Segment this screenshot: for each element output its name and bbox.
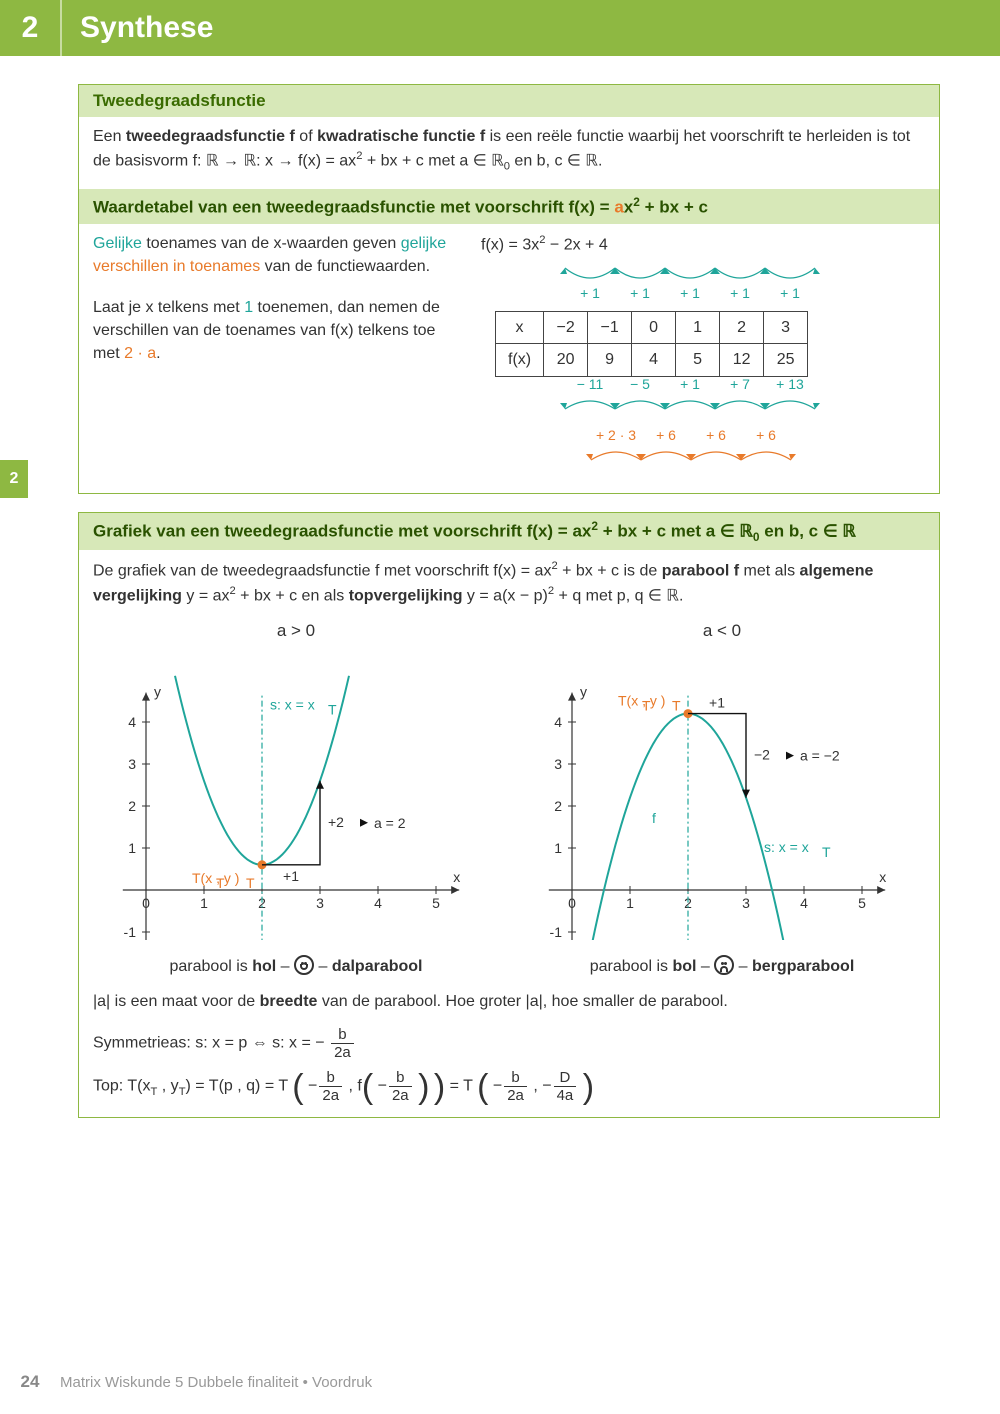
definition-box: Tweedegraadsfunctie Een tweedegraadsfunc… bbox=[78, 84, 940, 494]
svg-text:4: 4 bbox=[554, 714, 562, 730]
svg-text:+1: +1 bbox=[283, 868, 299, 884]
svg-text:1: 1 bbox=[128, 840, 136, 856]
svg-text:− 5: − 5 bbox=[630, 379, 650, 392]
d2-arcs: + 2 · 3 + 6 + 6 + 6 bbox=[565, 430, 925, 472]
footer-text: Matrix Wiskunde 5 Dubbele finaliteit • V… bbox=[60, 1374, 372, 1391]
svg-text:T: T bbox=[246, 875, 255, 891]
svg-text:T: T bbox=[822, 844, 831, 860]
svg-text:+ 13: + 13 bbox=[776, 379, 804, 392]
svg-text:y: y bbox=[580, 683, 587, 699]
smile-icon bbox=[294, 955, 314, 975]
box1-leftA: Gelijke toenames van de x-waarden geven … bbox=[93, 232, 457, 278]
svg-text:y: y bbox=[154, 683, 161, 699]
top-delta-arcs: + 1 + 1 + 1 + 1 + 1 bbox=[539, 260, 899, 298]
d1-arcs: − 11 − 5 + 1 + 7 + 13 bbox=[539, 379, 899, 421]
svg-text:1: 1 bbox=[200, 895, 208, 911]
svg-text:+ 1: + 1 bbox=[680, 285, 700, 298]
box1-intro: Een tweedegraadsfunctie f of kwadratisch… bbox=[93, 125, 925, 175]
graph-bergparabool: xy012345-11234+1−2a = −2s: x = xTT(x , y… bbox=[519, 650, 925, 940]
side-tab: 2 bbox=[0, 460, 28, 498]
svg-text:+ 1: + 1 bbox=[580, 285, 600, 298]
svg-text:T: T bbox=[642, 697, 651, 713]
svg-text:3: 3 bbox=[128, 756, 136, 772]
svg-text:2: 2 bbox=[554, 798, 562, 814]
page-number: 24 bbox=[0, 1372, 60, 1392]
box1-title: Tweedegraadsfunctie bbox=[79, 85, 939, 117]
graph-box: Grafiek van een tweedegraadsfunctie met … bbox=[78, 512, 940, 1118]
svg-text:5: 5 bbox=[432, 895, 440, 911]
svg-text:+ 1: + 1 bbox=[680, 379, 700, 392]
svg-text:4: 4 bbox=[800, 895, 808, 911]
svg-text:f: f bbox=[652, 810, 656, 826]
page-header: 2 Synthese bbox=[0, 0, 1000, 56]
svg-text:− 11: − 11 bbox=[577, 379, 604, 392]
sad-icon bbox=[714, 955, 734, 975]
svg-text:x: x bbox=[879, 869, 886, 885]
top-line: Top: T(xT , yT) = T(p , q) = T ( −b2a , … bbox=[93, 1070, 925, 1103]
svg-text:3: 3 bbox=[742, 895, 750, 911]
svg-text:+ 6: + 6 bbox=[706, 430, 726, 443]
box1-subhead: Waardetabel van een tweedegraadsfunctie … bbox=[79, 189, 939, 224]
svg-text:3: 3 bbox=[554, 756, 562, 772]
svg-text:-1: -1 bbox=[124, 924, 137, 940]
svg-text:+ 1: + 1 bbox=[780, 285, 800, 298]
chapter-number: 2 bbox=[0, 11, 60, 45]
svg-text:+ 6: + 6 bbox=[656, 430, 676, 443]
svg-text:s: x = x: s: x = x bbox=[270, 696, 315, 712]
sym-line: Symmetrieas: s: x = p ⇔ s: x = − b2a bbox=[93, 1027, 925, 1060]
svg-text:3: 3 bbox=[316, 895, 324, 911]
svg-text:0: 0 bbox=[142, 895, 150, 911]
svg-text:+ 6: + 6 bbox=[756, 430, 776, 443]
svg-text:T: T bbox=[672, 697, 681, 713]
g1-caption: parabool is hol – – dalparabool bbox=[93, 955, 499, 978]
svg-text:+ 1: + 1 bbox=[730, 285, 750, 298]
svg-text:+2: +2 bbox=[328, 814, 344, 830]
svg-text:s: x = x: s: x = x bbox=[764, 839, 809, 855]
svg-text:+ 1: + 1 bbox=[630, 285, 650, 298]
page-footer: 24 Matrix Wiskunde 5 Dubbele finaliteit … bbox=[0, 1372, 1000, 1392]
svg-text:5: 5 bbox=[858, 895, 866, 911]
svg-text:1: 1 bbox=[554, 840, 562, 856]
svg-text:1: 1 bbox=[626, 895, 634, 911]
svg-text:4: 4 bbox=[128, 714, 136, 730]
chapter-title: Synthese bbox=[60, 0, 213, 56]
svg-text:2: 2 bbox=[128, 798, 136, 814]
g2-title: a < 0 bbox=[519, 619, 925, 644]
g2-caption: parabool is bol – – bergparabool bbox=[519, 955, 925, 978]
box1-leftB: Laat je x telkens met 1 toenemen, dan ne… bbox=[93, 296, 457, 366]
g1-title: a > 0 bbox=[93, 619, 499, 644]
svg-text:4: 4 bbox=[374, 895, 382, 911]
box1-formula: f(x) = 3x2 − 2x + 4 bbox=[481, 232, 925, 257]
graph-dalparabool: xy012345-11234+1+2a = 2s: x = xTT(x , y … bbox=[93, 650, 499, 940]
svg-text:+ 7: + 7 bbox=[730, 379, 750, 392]
box2-head: Grafiek van een tweedegraadsfunctie met … bbox=[79, 513, 939, 550]
value-table: x−2−10123f(x)209451225 bbox=[495, 311, 808, 376]
box2-para: De grafiek van de tweedegraadsfunctie f … bbox=[93, 558, 925, 607]
breedte-line: |a| is een maat voor de breedte van de p… bbox=[93, 990, 925, 1013]
svg-text:0: 0 bbox=[568, 895, 576, 911]
svg-text:a = 2: a = 2 bbox=[374, 815, 406, 831]
svg-text:+1: +1 bbox=[709, 694, 725, 710]
svg-text:T: T bbox=[216, 875, 225, 891]
svg-text:−2: −2 bbox=[754, 746, 770, 762]
svg-text:+ 2 · 3: + 2 · 3 bbox=[596, 430, 636, 443]
svg-text:T: T bbox=[328, 701, 337, 717]
svg-text:x: x bbox=[453, 869, 460, 885]
svg-text:-1: -1 bbox=[550, 924, 563, 940]
svg-text:a = −2: a = −2 bbox=[800, 747, 840, 763]
